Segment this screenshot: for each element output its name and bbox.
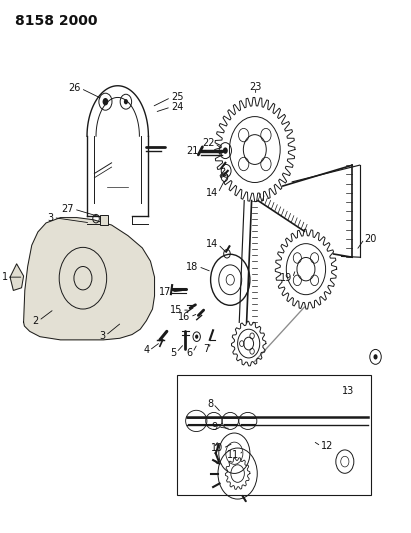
Circle shape [374,354,378,360]
Text: 19: 19 [280,273,293,283]
Text: 17: 17 [159,287,171,297]
Text: 3: 3 [99,330,106,341]
Text: 8158 2000: 8158 2000 [15,14,98,28]
Bar [100,215,109,225]
Text: 8: 8 [207,399,213,409]
Text: 2: 2 [32,316,39,326]
Circle shape [223,148,228,154]
Text: 26: 26 [69,83,81,93]
Text: 3: 3 [47,213,53,223]
Text: 9: 9 [212,422,218,432]
Text: 24: 24 [171,102,183,112]
Text: 27: 27 [61,204,74,214]
Text: 14: 14 [206,188,218,198]
Text: 23: 23 [249,82,262,92]
Text: 20: 20 [365,234,377,244]
Text: 18: 18 [186,262,199,271]
Text: 25: 25 [171,92,183,102]
Text: 1: 1 [2,272,9,282]
Text: 7: 7 [203,344,209,354]
Text: 4: 4 [143,345,149,356]
Text: 11: 11 [227,450,239,460]
Circle shape [124,99,128,104]
Text: 5: 5 [170,348,176,358]
Text: 10: 10 [210,443,223,453]
Text: 16: 16 [178,312,190,322]
Text: 14: 14 [206,239,218,249]
Text: 21: 21 [186,146,199,156]
Bar [177,375,372,495]
Text: 15: 15 [170,305,182,315]
Text: 13: 13 [342,386,354,397]
Text: 6: 6 [187,348,193,358]
Polygon shape [10,264,23,290]
Text: 12: 12 [321,441,333,451]
Text: 22: 22 [202,138,215,148]
Circle shape [195,335,199,339]
Polygon shape [23,217,155,340]
Circle shape [103,98,109,106]
